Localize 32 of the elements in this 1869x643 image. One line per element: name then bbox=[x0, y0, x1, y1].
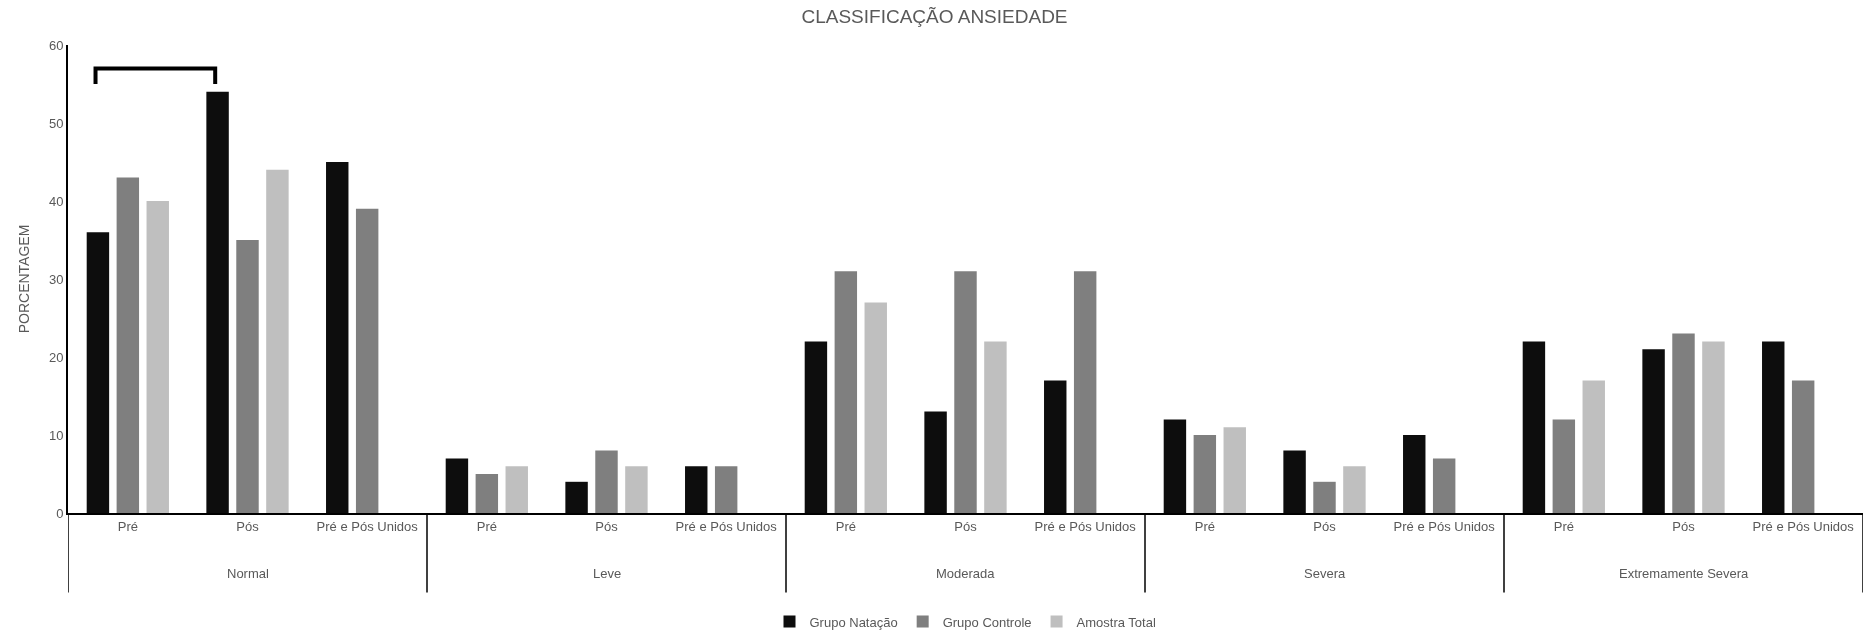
y-tick-label: 60 bbox=[48, 37, 64, 53]
x-tick-label: Pós bbox=[1313, 518, 1337, 534]
chart-title: CLASSIFICAÇÃO ANSIEDADE bbox=[801, 5, 1068, 27]
y-tick-label: 50 bbox=[48, 115, 64, 131]
x-tick-label: Pré e Pós Unidos bbox=[675, 518, 778, 534]
x-tick-label: Pré e Pós Unidos bbox=[1752, 518, 1855, 534]
x-tick-label: Pré e Pós Unidos bbox=[316, 518, 419, 534]
y-tick-label: 40 bbox=[48, 193, 64, 209]
text: Leve bbox=[593, 566, 622, 581]
legend-label: Grupo Natação bbox=[809, 614, 898, 630]
text: Extremamente Severa bbox=[1619, 566, 1750, 581]
x-tick-label: Pré bbox=[476, 518, 497, 534]
x-tick-label: Pré e Pós Unidos bbox=[1393, 518, 1496, 534]
text: Moderada bbox=[936, 566, 996, 581]
x-tick-label: Pós bbox=[236, 518, 260, 534]
legend-label: Amostra Total bbox=[1076, 614, 1156, 630]
text: Severa bbox=[1304, 566, 1346, 581]
y-tick-label: 0 bbox=[56, 505, 64, 521]
x-tick-label: Pós bbox=[954, 518, 978, 534]
x-tick-label: Pré e Pós Unidos bbox=[1034, 518, 1137, 534]
x-tick-label: Pré bbox=[117, 518, 138, 534]
y-tick-label: 30 bbox=[48, 271, 64, 287]
x-tick-label: Pós bbox=[595, 518, 619, 534]
text: Normal bbox=[227, 566, 270, 581]
y-tick-label: 10 bbox=[48, 427, 64, 443]
x-tick-label: Pré bbox=[835, 518, 856, 534]
x-tick-label: Pré bbox=[1194, 518, 1215, 534]
y-axis-title: PORCENTAGEM bbox=[16, 224, 32, 334]
y-tick-label: 20 bbox=[48, 349, 64, 365]
x-tick-label: Pós bbox=[1672, 518, 1696, 534]
legend-label: Grupo Controle bbox=[942, 614, 1032, 630]
x-tick-label: Pré bbox=[1553, 518, 1574, 534]
